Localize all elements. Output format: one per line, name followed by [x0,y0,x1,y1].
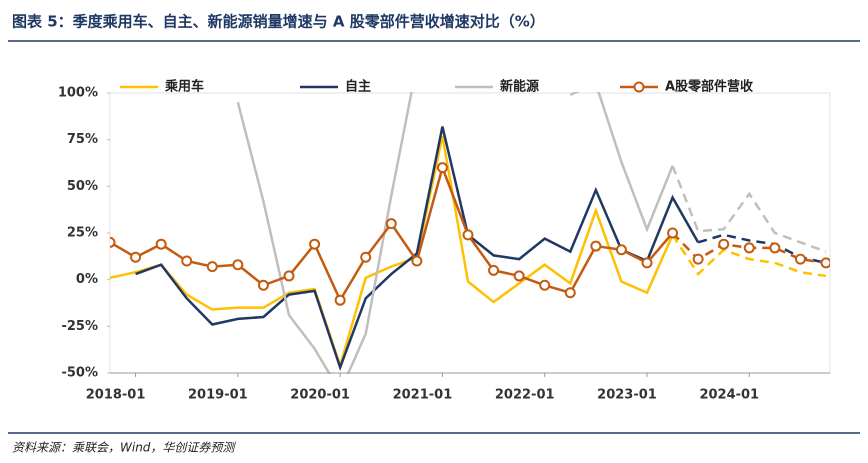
series-line [110,135,674,370]
y-tick-label: 100% [58,86,98,101]
y-tick-label: -50% [61,366,98,381]
legend-marker [633,81,645,93]
point [232,259,244,271]
series-line-forecast [671,234,827,278]
point [692,253,704,265]
y-tick-label: 75% [67,132,98,147]
point [155,238,167,250]
point [411,255,423,267]
point [488,264,500,276]
point [794,253,806,265]
series-line [135,126,700,372]
point [539,279,551,291]
point [615,244,627,256]
point [820,257,830,269]
point [309,238,321,250]
y-tick-label: 50% [67,179,98,194]
point [769,242,781,254]
point [283,270,295,282]
source: 资料来源：乘联会，Wind，华创证券预测 [12,441,236,455]
y-tick-label: 0% [76,272,98,287]
point [334,294,346,306]
x-tick-label: 2021-01 [393,388,453,403]
point [110,236,116,248]
point [436,162,448,174]
x-tick-label: 2019-01 [188,388,248,403]
x-tick-label: 2022-01 [495,388,555,403]
point [667,227,679,239]
legend-label: 自主 [345,79,371,95]
legend-label: 乘用车 [164,79,204,95]
point [743,242,755,254]
point [130,251,142,263]
point [641,257,653,269]
x-tick-label: 2023-01 [597,388,657,403]
point [564,287,576,299]
point [181,255,193,267]
point [206,261,218,273]
point [513,270,525,282]
series-line-forecast [671,165,827,253]
point [718,238,730,250]
series-line-forecast [697,233,827,265]
x-tick-label: 2020-01 [290,388,350,403]
legend-label: 新能源 [500,79,539,95]
legend-label: A股零部件营收 [665,79,754,95]
series-line [236,92,413,374]
y-tick-label: 25% [67,226,98,241]
point [590,240,602,252]
y-tick-label: -25% [61,319,98,334]
chart-title: 图表 5：季度乘用车、自主、新能源销量增速与 A 股零部件营收增速对比（%） [12,13,545,31]
point [385,218,397,230]
point [360,251,372,263]
series-line [569,92,674,233]
x-tick-label: 2018-01 [86,388,146,403]
x-tick-label: 2024-01 [699,388,759,403]
point [462,229,474,241]
point [257,279,269,291]
